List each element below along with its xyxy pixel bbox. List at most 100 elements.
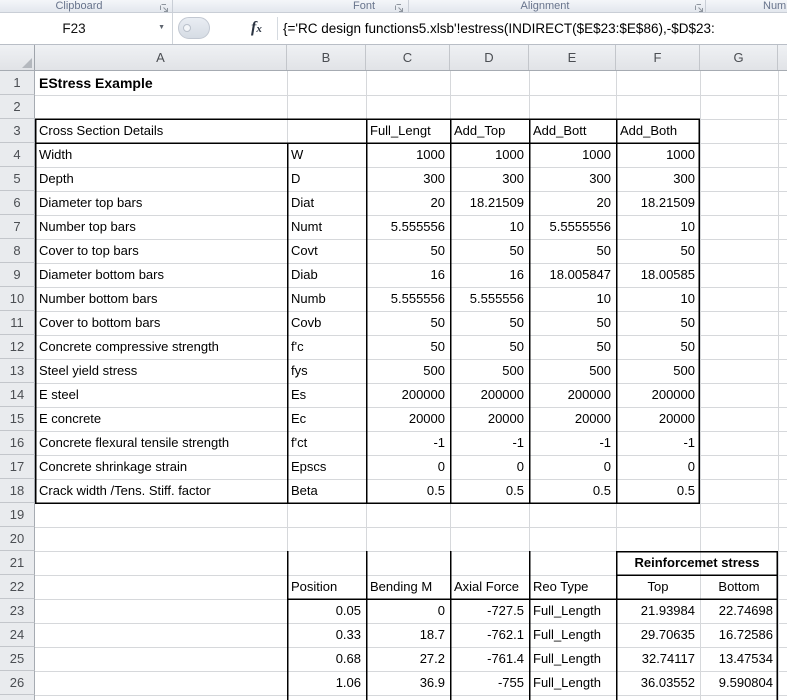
- cell-F13[interactable]: 500: [673, 363, 695, 378]
- cell-D18[interactable]: 0.5: [505, 483, 524, 498]
- cell-D10[interactable]: 5.555556: [469, 291, 524, 306]
- cell-G22[interactable]: Bottom: [718, 579, 760, 594]
- cell-D24[interactable]: -762.1: [487, 627, 524, 642]
- cell-C10[interactable]: 5.555556: [390, 291, 445, 306]
- cell-F15[interactable]: 20000: [658, 411, 695, 426]
- cell-A5[interactable]: Depth: [39, 171, 74, 186]
- cell-C23[interactable]: 0: [437, 603, 445, 618]
- cell-D9[interactable]: 16: [509, 267, 524, 282]
- cell-D6[interactable]: 18.21509: [469, 195, 524, 210]
- column-header-G[interactable]: G: [700, 45, 778, 70]
- cell-F21[interactable]: Reinforcemet stress: [634, 555, 760, 570]
- select-all-button[interactable]: [0, 45, 35, 70]
- cell-F16[interactable]: -1: [683, 435, 695, 450]
- cell-E14[interactable]: 200000: [567, 387, 611, 402]
- cell-E6[interactable]: 20: [596, 195, 611, 210]
- cell-C12[interactable]: 50: [430, 339, 445, 354]
- cell-E7[interactable]: 5.5555556: [549, 219, 611, 234]
- cell-B16[interactable]: f'ct: [291, 435, 308, 450]
- cell-A4[interactable]: Width: [39, 147, 73, 162]
- cell-D12[interactable]: 50: [509, 339, 524, 354]
- cell-F18[interactable]: 0.5: [676, 483, 695, 498]
- cell-B15[interactable]: Ec: [291, 411, 307, 426]
- cell-A18[interactable]: Crack width /Tens. Stiff. factor: [39, 483, 211, 498]
- name-box-dropdown-icon[interactable]: ▼: [158, 24, 165, 31]
- cell-B11[interactable]: Covb: [291, 315, 322, 330]
- cell-A13[interactable]: Steel yield stress: [39, 363, 138, 378]
- cell-D17[interactable]: 0: [516, 459, 524, 474]
- cell-C13[interactable]: 500: [423, 363, 445, 378]
- cell-B6[interactable]: Diat: [291, 195, 315, 210]
- row-header-2[interactable]: 2: [0, 95, 35, 119]
- row-header-12[interactable]: 12: [0, 335, 35, 359]
- row-header-23[interactable]: 23: [0, 599, 35, 623]
- cell-F24[interactable]: 29.70635: [640, 627, 695, 642]
- row-header-26[interactable]: 26: [0, 671, 35, 695]
- cell-E22[interactable]: Reo Type: [533, 579, 589, 594]
- cell-G23[interactable]: 22.74698: [718, 603, 773, 618]
- dialog-launcher-icon[interactable]: [160, 1, 170, 12]
- cell-B23[interactable]: 0.05: [335, 603, 361, 618]
- cell-F25[interactable]: 32.74117: [641, 651, 695, 666]
- cell-D26[interactable]: -755: [497, 675, 524, 690]
- cell-E24[interactable]: Full_Length: [533, 627, 601, 642]
- row-header-18[interactable]: 18: [0, 479, 35, 503]
- cell-A6[interactable]: Diameter top bars: [39, 195, 143, 210]
- cell-A14[interactable]: E steel: [39, 387, 79, 402]
- cell-F9[interactable]: 18.00585: [640, 267, 695, 282]
- column-header-C[interactable]: C: [366, 45, 450, 70]
- cell-F7[interactable]: 10: [680, 219, 695, 234]
- row-header-11[interactable]: 11: [0, 311, 35, 335]
- cell-C15[interactable]: 20000: [408, 411, 445, 426]
- cell-C4[interactable]: 1000: [416, 147, 445, 162]
- cell-C17[interactable]: 0: [437, 459, 445, 474]
- cell-B7[interactable]: Numt: [291, 219, 323, 234]
- cell-E26[interactable]: Full_Length: [533, 675, 601, 690]
- cell-F26[interactable]: 36.03552: [640, 675, 695, 690]
- cell-F6[interactable]: 18.21509: [640, 195, 695, 210]
- cell-D15[interactable]: 20000: [487, 411, 524, 426]
- cell-E16[interactable]: -1: [599, 435, 611, 450]
- cell-D7[interactable]: 10: [509, 219, 524, 234]
- cell-A9[interactable]: Diameter bottom bars: [39, 267, 164, 282]
- cell-B4[interactable]: W: [291, 147, 304, 162]
- cell-C6[interactable]: 20: [430, 195, 445, 210]
- cell-A15[interactable]: E concrete: [39, 411, 102, 426]
- cell-C5[interactable]: 300: [423, 171, 445, 186]
- row-header-21[interactable]: 21: [0, 551, 35, 575]
- cell-E8[interactable]: 50: [596, 243, 611, 258]
- row-header-7[interactable]: 7: [0, 215, 35, 239]
- cell-D5[interactable]: 300: [502, 171, 524, 186]
- cell-F3[interactable]: Add_Both: [620, 123, 678, 138]
- cell-F5[interactable]: 300: [673, 171, 695, 186]
- cell-B12[interactable]: f'c: [291, 339, 304, 354]
- cell-C3[interactable]: Full_Lengt: [370, 123, 431, 138]
- cell-D14[interactable]: 200000: [480, 387, 524, 402]
- cell-A8[interactable]: Cover to top bars: [39, 243, 139, 258]
- cell-E5[interactable]: 300: [589, 171, 611, 186]
- cell-B17[interactable]: Epscs: [291, 459, 327, 474]
- cell-B26[interactable]: 1.06: [335, 675, 361, 690]
- cell-D4[interactable]: 1000: [495, 147, 524, 162]
- column-header-D[interactable]: D: [450, 45, 529, 70]
- cell-E15[interactable]: 20000: [574, 411, 611, 426]
- cell-F22[interactable]: Top: [647, 579, 669, 594]
- cell-B25[interactable]: 0.68: [335, 651, 361, 666]
- cell-C18[interactable]: 0.5: [426, 483, 445, 498]
- cell-B10[interactable]: Numb: [291, 291, 326, 306]
- row-header-10[interactable]: 10: [0, 287, 35, 311]
- cell-D23[interactable]: -727.5: [487, 603, 524, 618]
- cell-E23[interactable]: Full_Length: [533, 603, 601, 618]
- dialog-launcher-icon[interactable]: [395, 1, 405, 12]
- cell-E9[interactable]: 18.005847: [549, 267, 611, 282]
- column-header-F[interactable]: F: [616, 45, 700, 70]
- row-header-4[interactable]: 4: [0, 143, 35, 167]
- row-header-25[interactable]: 25: [0, 647, 35, 671]
- row-header-9[interactable]: 9: [0, 263, 35, 287]
- row-header-17[interactable]: 17: [0, 455, 35, 479]
- row-header-8[interactable]: 8: [0, 239, 35, 263]
- cell-A12[interactable]: Concrete compressive strength: [39, 339, 219, 354]
- cell-B8[interactable]: Covt: [291, 243, 318, 258]
- row-header-13[interactable]: 13: [0, 359, 35, 383]
- cell-E4[interactable]: 1000: [582, 147, 611, 162]
